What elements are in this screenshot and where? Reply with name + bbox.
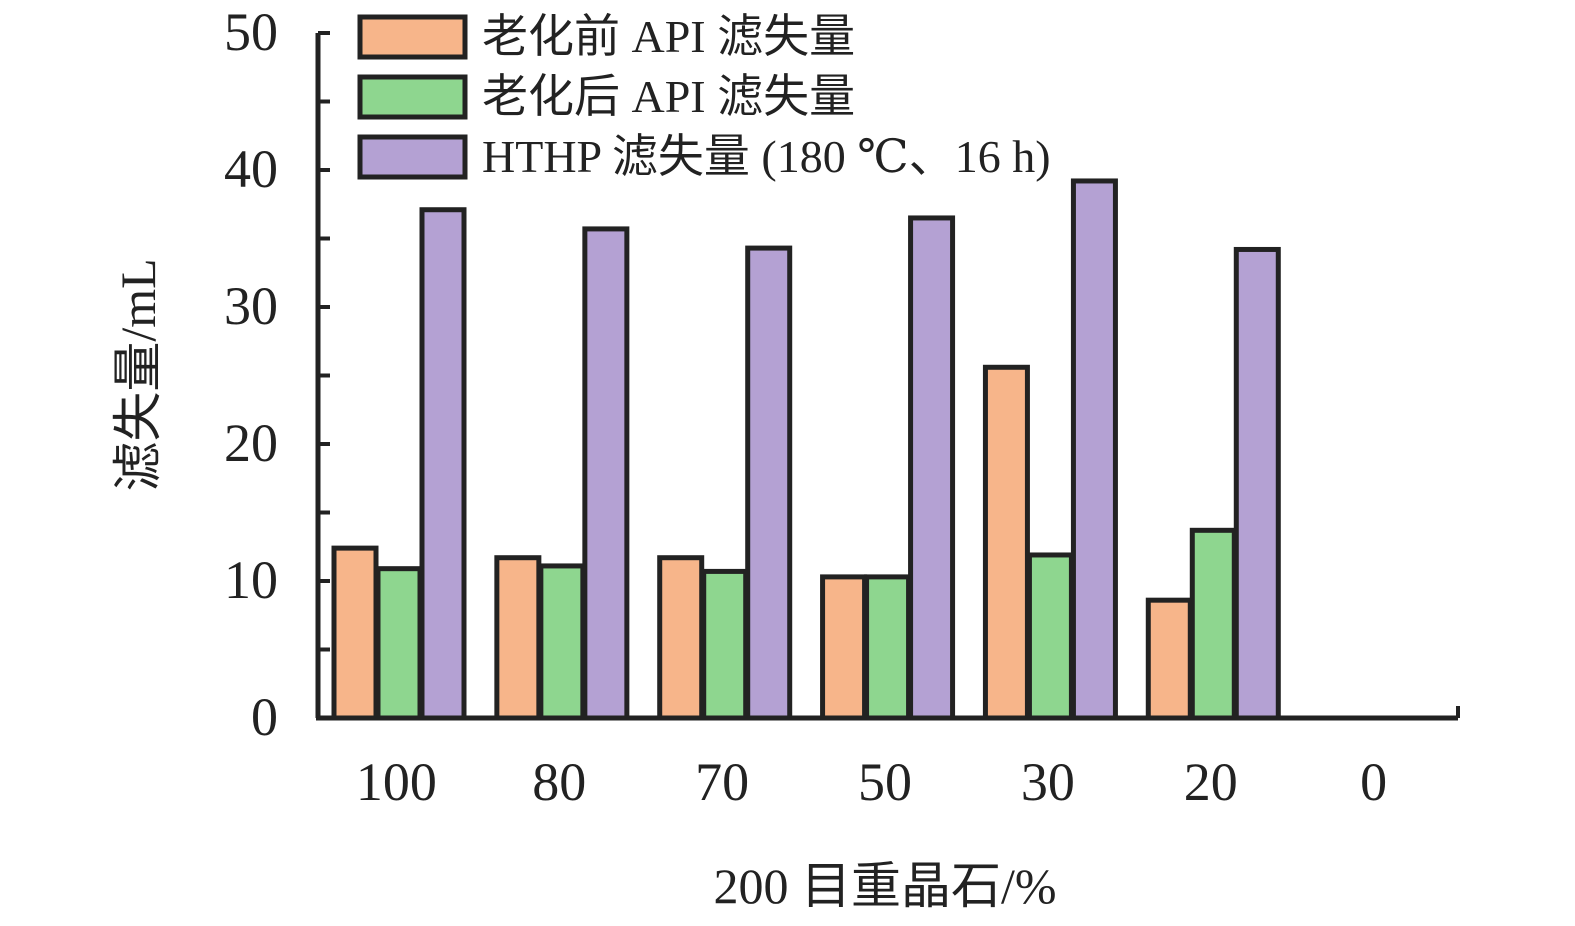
bar-2-50 [864, 574, 912, 721]
bar-1-20 [1145, 597, 1193, 721]
x-axis-title: 200 目重晶石/% [713, 858, 1056, 914]
y-tick-label: 10 [224, 550, 278, 610]
bar-2-80 [538, 563, 586, 721]
bar-2-20 [1189, 527, 1237, 721]
legend-label-2: 老化后 API 滤失量 [482, 71, 855, 122]
bar-1-100 [331, 545, 379, 721]
x-tick-label: 70 [695, 752, 749, 812]
bar-3-80 [582, 226, 630, 721]
bar-2-30 [1026, 552, 1074, 721]
bar-1-70 [657, 555, 705, 721]
bars [331, 178, 1281, 721]
legend-label-3: HTHP 滤失量 (180 ℃、16 h) [482, 131, 1051, 182]
x-tick-label: 100 [356, 752, 437, 812]
legend-swatch-1 [357, 14, 468, 60]
bar-1-30 [982, 364, 1030, 721]
bar-2-70 [701, 568, 749, 721]
bar-2-100 [375, 566, 423, 721]
y-axis-title: 滤失量/mL [110, 258, 166, 491]
legend-label-1: 老化前 API 滤失量 [482, 11, 855, 62]
y-tick-label: 50 [224, 2, 278, 62]
x-tick-label: 20 [1184, 752, 1238, 812]
x-tick-label: 50 [858, 752, 912, 812]
x-tick-label: 80 [532, 752, 586, 812]
y-tick-label: 0 [251, 687, 278, 747]
bar-3-100 [419, 207, 467, 721]
x-axis: 100 80 70 50 30 20 0 [316, 706, 1460, 812]
bar-3-50 [908, 215, 956, 721]
y-tick-label: 40 [224, 139, 278, 199]
bar-3-70 [745, 245, 793, 721]
legend-swatch-3 [357, 134, 468, 180]
legend-swatch-2 [357, 74, 468, 120]
bar-3-20 [1233, 246, 1281, 721]
x-tick-label: 0 [1360, 752, 1387, 812]
bar-1-80 [494, 555, 542, 721]
y-axis: 0 10 20 30 40 50 [224, 2, 330, 747]
y-tick-label: 30 [224, 276, 278, 336]
bar-3-30 [1070, 178, 1118, 721]
bar-1-50 [820, 574, 868, 721]
y-tick-label: 20 [224, 413, 278, 473]
x-tick-label: 30 [1021, 752, 1075, 812]
